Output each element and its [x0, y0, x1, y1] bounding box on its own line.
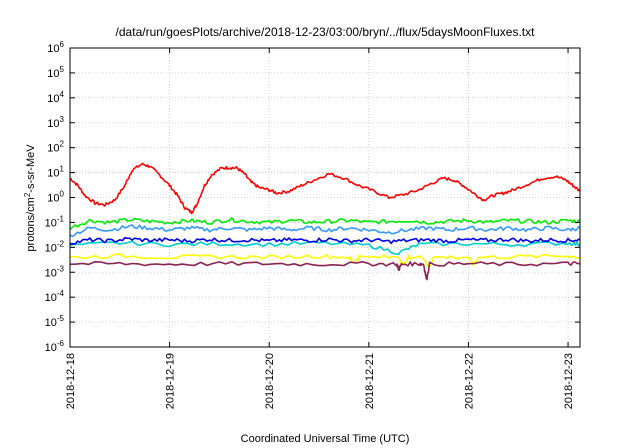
y-tick-label: 105 [47, 65, 64, 80]
x-tick-label: 2018-12-18 [65, 353, 77, 409]
y-tick-label: 102 [47, 140, 64, 155]
x-tick-label: 2018-12-21 [364, 353, 376, 409]
x-axis-label: Coordinated Universal Time (UTC) [241, 433, 410, 445]
y-tick-label: 10-6 [45, 339, 65, 354]
y-tick-label: 10-1 [45, 214, 65, 229]
y-tick-label: 101 [47, 165, 64, 180]
y-axis-label: protons/cm2-s-sr-MeV [23, 144, 38, 252]
x-tick-label: 2018-12-19 [165, 353, 177, 409]
y-tick-label: 100 [47, 190, 64, 205]
y-tick-label: 10-5 [45, 314, 65, 329]
x-tick-label: 2018-12-23 [563, 353, 575, 409]
x-axis-ticks: 2018-12-18 2018-12-19 2018-12-20 2018-12-21… [65, 48, 575, 409]
series-line-0 [69, 162, 581, 215]
x-tick-label: 2018-12-20 [264, 353, 276, 409]
y-tick-label: 10-4 [45, 289, 65, 304]
y-tick-label: 106 [47, 40, 64, 55]
y-tick-label: 104 [47, 90, 64, 105]
chart-title: /data/run/goesPlots/archive/2018-12-23/0… [116, 25, 536, 39]
y-tick-label: 10-3 [45, 264, 65, 279]
y-tick-label: 10-2 [45, 239, 65, 254]
y-tick-label: 103 [47, 115, 64, 130]
series-line-5 [69, 253, 581, 269]
series-line-4 [69, 237, 581, 245]
grid-lines [69, 47, 580, 348]
series-line-3 [69, 240, 581, 255]
x-tick-label: 2018-12-22 [463, 353, 475, 409]
series-line-6 [69, 261, 581, 281]
series-line-1 [69, 217, 581, 231]
y-axis-ticks: 10-6 10-5 10-4 10-3 10-2 10-1 100 101 102 103 104 1… [45, 40, 580, 354]
series-line-2 [69, 224, 581, 238]
data-series-group [69, 162, 581, 281]
